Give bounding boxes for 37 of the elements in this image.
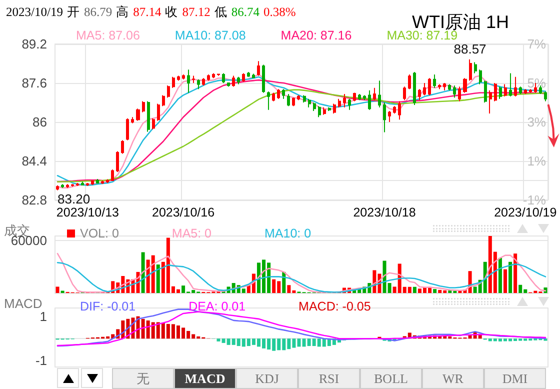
series-label: DIF: -0.01 bbox=[80, 300, 136, 314]
y2-tick-label: 7% bbox=[527, 36, 546, 52]
text: 无 bbox=[112, 368, 174, 389]
series-label: MACD: -0.05 bbox=[298, 300, 371, 314]
y2-tick-label: 3% bbox=[527, 114, 546, 130]
y-tick-label: 84.4 bbox=[22, 154, 47, 168]
text: MA5: 87.06 bbox=[76, 28, 140, 42]
text: DMI bbox=[484, 368, 546, 389]
y-tick-label: -1 bbox=[35, 352, 47, 368]
y-tick-label: 87.6 bbox=[22, 76, 47, 90]
text: WR bbox=[422, 368, 484, 389]
text: KDJ bbox=[236, 368, 298, 389]
legend-label: VOL: 0 bbox=[80, 226, 119, 240]
y2-tick-label: -1% bbox=[522, 192, 546, 208]
annotation: 88.57 bbox=[454, 41, 486, 56]
series-label: DEA: 0.01 bbox=[188, 300, 246, 314]
x-tick-label: 2023/10/18 bbox=[353, 206, 416, 220]
y-tick-label: 82.8 bbox=[22, 192, 47, 208]
text: MA10: 0 bbox=[264, 226, 312, 240]
text: MACD bbox=[174, 368, 236, 389]
series-label: MA5: 0 bbox=[172, 226, 212, 240]
x-tick-label: 2023/10/13 bbox=[56, 206, 120, 220]
y-tick-label: 1 bbox=[40, 309, 47, 324]
y2-tick-label: 1% bbox=[527, 154, 546, 168]
chart-title: WTI原油 1H bbox=[412, 11, 509, 32]
y-tick-label: 89.2 bbox=[22, 36, 47, 52]
annotation: 83.20 bbox=[58, 191, 90, 206]
y-tick-label: 86 bbox=[32, 114, 47, 130]
text: MA10: 87.08 bbox=[174, 28, 246, 42]
text: MA20: 87.16 bbox=[280, 28, 352, 42]
x-tick-label: 2023/10/16 bbox=[152, 206, 215, 220]
text: 2023/10/19 开 86.79 高 87.14 收 87.12 低 86.74 0.38% bbox=[6, 5, 296, 19]
legend-title: MACD bbox=[4, 296, 42, 311]
text: RSI bbox=[298, 368, 360, 389]
x-tick-label: 2023/10/19 bbox=[494, 206, 557, 220]
text: BOLL bbox=[360, 368, 422, 389]
y2-tick-label: 5% bbox=[527, 76, 546, 90]
